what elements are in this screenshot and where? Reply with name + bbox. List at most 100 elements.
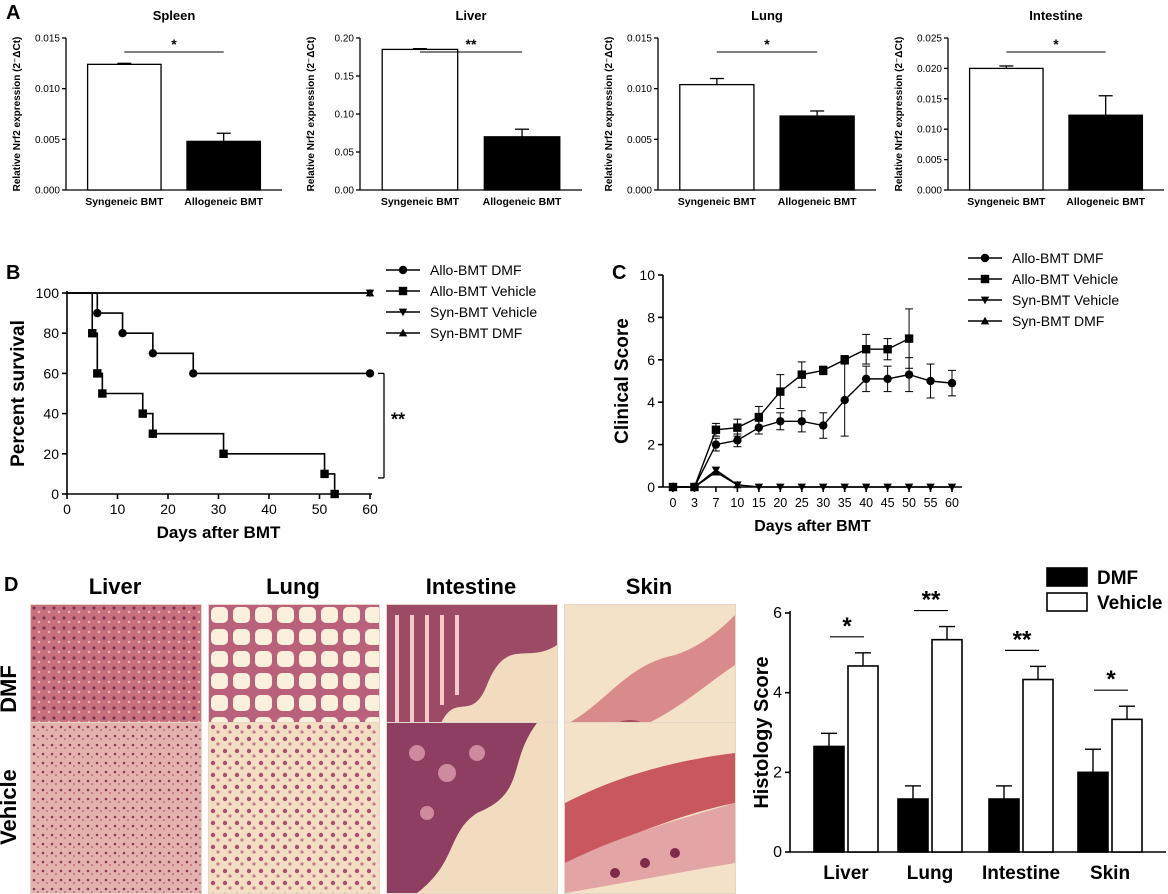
- x-tick-label: 0: [670, 496, 677, 510]
- y-tick-label: 100: [36, 285, 60, 301]
- y-tick-label: 6: [647, 352, 655, 368]
- x-tick-label: Liver: [823, 863, 869, 884]
- x-tick-label: 10: [110, 501, 126, 517]
- x-tick-label: Syngeneic BMT: [381, 196, 460, 208]
- x-tick-label: Syngeneic BMT: [85, 196, 164, 208]
- bar: [483, 136, 561, 191]
- panel-label-b: B: [6, 262, 21, 284]
- data-point: [93, 369, 102, 378]
- significance-marker: **: [1013, 626, 1032, 653]
- y-axis-label: Relative Nrf2 expression (2⁻ΔCt): [604, 37, 615, 192]
- data-point: [690, 482, 699, 491]
- bar: [1077, 771, 1109, 853]
- data-point: [330, 489, 339, 499]
- data-point: [883, 374, 892, 384]
- histology-image-lung-vehicle: [208, 722, 380, 894]
- data-point: [840, 483, 849, 492]
- data-point: [797, 370, 806, 379]
- bar: [968, 67, 1044, 191]
- data-point: [711, 425, 721, 434]
- data-point: [819, 483, 828, 492]
- x-tick-label: 20: [773, 496, 787, 510]
- data-point: [93, 308, 102, 318]
- legend-marker: [398, 328, 408, 337]
- data-point: [840, 395, 849, 405]
- data-point: [148, 429, 158, 438]
- x-tick-label: 60: [362, 501, 378, 517]
- legend-label: Allo-BMT DMF: [430, 262, 522, 278]
- data-point: [861, 345, 871, 354]
- x-tick-label: Syngeneic BMT: [967, 196, 1046, 208]
- data-point: [98, 389, 107, 398]
- y-tick-label: 0.20: [335, 34, 355, 45]
- y-tick-label: 0.15: [335, 72, 355, 83]
- data-point: [947, 483, 957, 492]
- panel-label-d: D: [4, 574, 19, 596]
- y-tick-label: 0.020: [917, 64, 942, 75]
- legend-label: Allo-BMT Vehicle: [430, 283, 537, 299]
- legend-label: Syn-BMT Vehicle: [1012, 292, 1119, 308]
- data-point: [733, 423, 742, 432]
- data-point: [904, 334, 914, 343]
- data-point: [189, 369, 198, 378]
- legend-label: Allo-BMT Vehicle: [1012, 271, 1119, 287]
- data-point: [733, 480, 742, 489]
- y-axis-label: Relative Nrf2 expression (2⁻ΔCt): [306, 37, 317, 192]
- data-point: [840, 355, 849, 364]
- x-tick-label: 15: [752, 496, 766, 510]
- bar: [931, 638, 963, 853]
- bar: [679, 83, 755, 191]
- x-tick-label: 30: [211, 501, 227, 517]
- y-tick-label: 10: [639, 267, 655, 283]
- legend-swatch: [1046, 592, 1088, 612]
- legend-marker: [980, 296, 990, 305]
- y-tick-label: 0.015: [627, 34, 652, 45]
- data-point: [883, 483, 892, 492]
- liver-tissue-texture: [31, 723, 201, 893]
- data-point: [754, 483, 764, 492]
- y-tick-label: 0.015: [917, 94, 942, 105]
- legend-marker: [980, 316, 990, 325]
- lung-tissue-texture: [209, 723, 379, 893]
- x-axis-label: Days after BMT: [754, 518, 871, 535]
- y-tick-label: 8: [647, 309, 655, 325]
- significance-marker: *: [842, 613, 852, 640]
- y-tick-label: 4: [773, 685, 782, 702]
- y-tick-label: 0.005: [35, 135, 60, 146]
- bar: [988, 798, 1020, 853]
- legend-marker: [398, 265, 408, 275]
- significance-marker: *: [1053, 36, 1059, 52]
- y-axis-label: Histology Score: [751, 656, 773, 808]
- histology-row-vehicle: Vehicle: [0, 769, 21, 845]
- bar: [186, 140, 262, 191]
- legend-swatch: [1046, 567, 1088, 587]
- x-tick-label: Intestine: [982, 863, 1060, 884]
- x-tick-label: 3: [691, 496, 698, 510]
- legend-marker: [398, 286, 408, 296]
- data-point: [320, 469, 329, 479]
- data-point: [883, 345, 892, 354]
- data-point: [88, 329, 97, 338]
- significance-marker: **: [922, 587, 941, 614]
- y-tick-label: 20: [43, 446, 59, 462]
- y-axis-label: Clinical Score: [612, 318, 633, 444]
- histology-column-liver: Liver: [88, 574, 142, 599]
- data-point: [219, 449, 228, 458]
- y-tick-label: 0.005: [627, 135, 652, 146]
- y-tick-label: 2: [647, 437, 655, 453]
- y-tick-label: 80: [43, 325, 59, 341]
- y-axis-label: Relative Nrf2 expression (2⁻ΔCt): [12, 37, 23, 192]
- x-tick-label: 0: [63, 501, 71, 517]
- x-tick-label: Allogeneic BMT: [184, 196, 263, 208]
- y-tick-label: 40: [43, 406, 59, 422]
- significance-marker: **: [391, 410, 405, 430]
- data-point: [148, 349, 158, 358]
- chart-title: Lung: [751, 8, 783, 23]
- score-line: [673, 471, 738, 488]
- y-tick-label: 0.05: [335, 148, 355, 159]
- chart-title: Intestine: [1029, 8, 1082, 23]
- y-tick-label: 0.005: [917, 155, 942, 166]
- x-tick-label: 40: [261, 501, 277, 517]
- legend-label: Vehicle: [1097, 593, 1163, 614]
